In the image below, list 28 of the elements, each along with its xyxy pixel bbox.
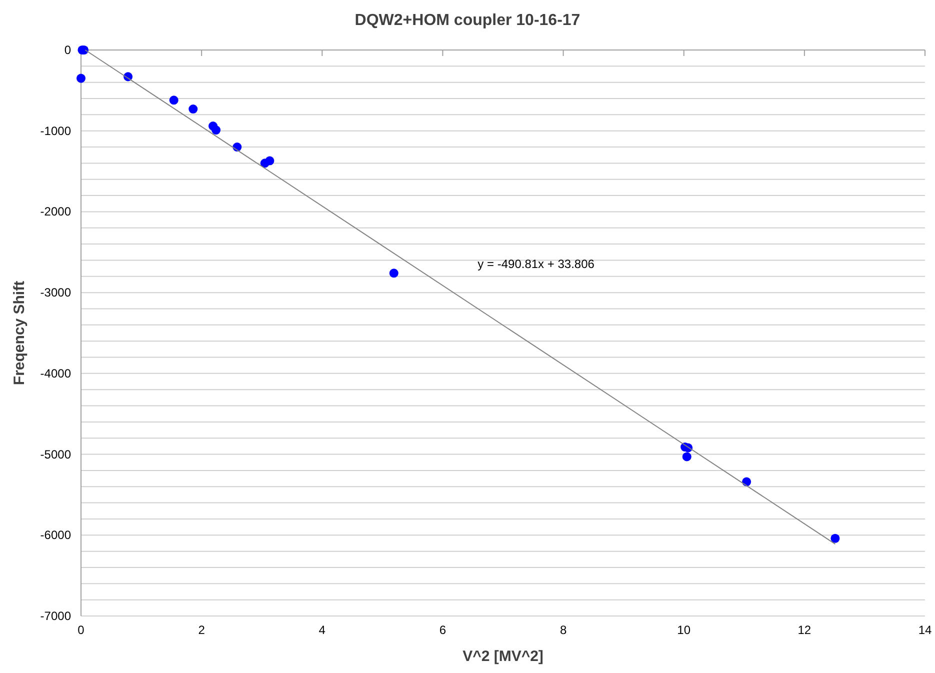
- y-tick-label: -3000: [40, 286, 72, 300]
- y-tick-label: -1000: [40, 124, 72, 138]
- point: [76, 74, 86, 83]
- y-tick-label: -5000: [40, 447, 72, 462]
- y-tick-label: -6000: [40, 528, 72, 542]
- x-tick-label: 10: [677, 623, 691, 637]
- x-tick-label: 4: [318, 623, 326, 637]
- annotation: y = -490.81x + 33.806: [478, 256, 595, 271]
- point: [188, 104, 198, 114]
- x-tick-label: 6: [439, 623, 446, 637]
- point: [682, 452, 692, 462]
- x-tick-label: 8: [560, 623, 567, 637]
- x-tick-label: 14: [918, 623, 932, 637]
- y-tick-label: 0: [64, 43, 72, 57]
- y-tick-label: -7000: [40, 609, 72, 623]
- point: [830, 534, 840, 543]
- x-axis-title: V^2 [MV^2]: [462, 648, 544, 665]
- y-axis-title: Freqency Shift: [11, 280, 28, 386]
- chart-title: DQW2+HOM coupler 10-16-17: [354, 12, 580, 29]
- point: [169, 96, 178, 105]
- y-tick-label: -2000: [40, 204, 72, 219]
- point: [389, 268, 398, 278]
- point: [265, 156, 274, 166]
- x-tick-label: 0: [78, 623, 85, 637]
- x-tick-label: 12: [798, 623, 812, 637]
- x-tick-label: 2: [198, 623, 206, 637]
- point: [212, 126, 221, 135]
- y-tick-label: -4000: [40, 366, 72, 380]
